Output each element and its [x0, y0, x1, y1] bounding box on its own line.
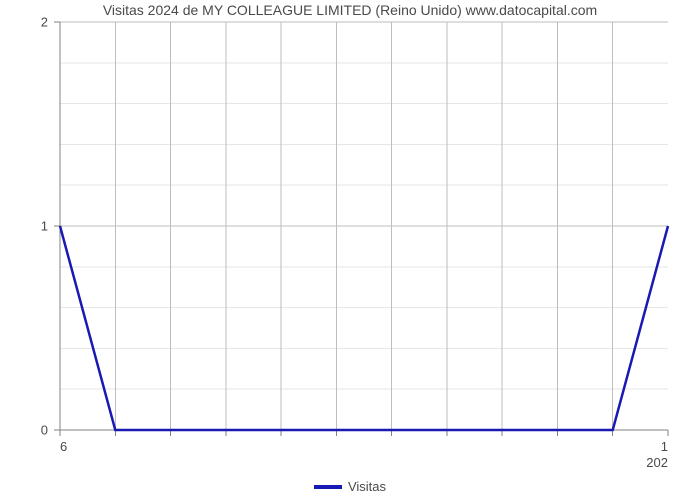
- x-tick-label: 1: [661, 439, 668, 454]
- legend-swatch: [314, 485, 342, 489]
- x-tick-label: 6: [60, 439, 67, 454]
- x-axis-secondary-label: 202: [646, 455, 668, 470]
- chart-plot: [0, 0, 700, 500]
- y-tick-label: 0: [28, 423, 48, 438]
- legend-label: Visitas: [348, 479, 386, 494]
- y-tick-label: 1: [28, 219, 48, 234]
- legend: Visitas: [0, 479, 700, 494]
- chart-container: Visitas 2024 de MY COLLEAGUE LIMITED (Re…: [0, 0, 700, 500]
- y-tick-label: 2: [28, 15, 48, 30]
